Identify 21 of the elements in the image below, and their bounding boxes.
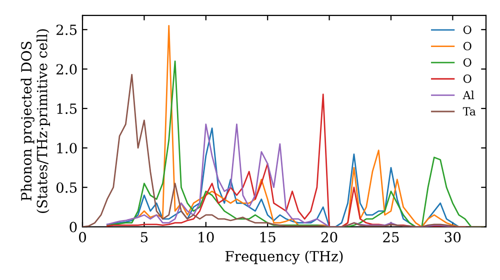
x-tick-label: 5 [140, 232, 148, 242]
y-tick-label: 2.5 [56, 24, 77, 36]
x-tick-label: 0 [78, 232, 86, 242]
x-tick-label: 30 [444, 232, 461, 242]
x-tick-label: 10 [198, 232, 214, 242]
y-axis-title: Phonon projected DOS (States/THz·primitive cell) [20, 29, 50, 213]
x-axis-title: Frequency (THz) [225, 250, 343, 264]
y-tick-label: 0 [70, 222, 77, 232]
legend-label: Ta [462, 107, 476, 116]
legend-label: O [463, 74, 472, 83]
y-tick-label: 2.0 [56, 64, 77, 75]
legend-label: O [463, 26, 472, 34]
legend-label: Al [462, 90, 474, 100]
legend-label: O [463, 58, 472, 67]
y-tick-label: 1.0 [57, 142, 77, 154]
legend-label: O [463, 42, 472, 50]
y-tick-label: 1.5 [57, 103, 77, 114]
x-tick-label: 15 [260, 232, 276, 242]
x-tick-label: 20 [321, 232, 338, 242]
x-tick-label: 25 [383, 232, 399, 242]
y-tick-label: 0.5 [56, 182, 77, 193]
